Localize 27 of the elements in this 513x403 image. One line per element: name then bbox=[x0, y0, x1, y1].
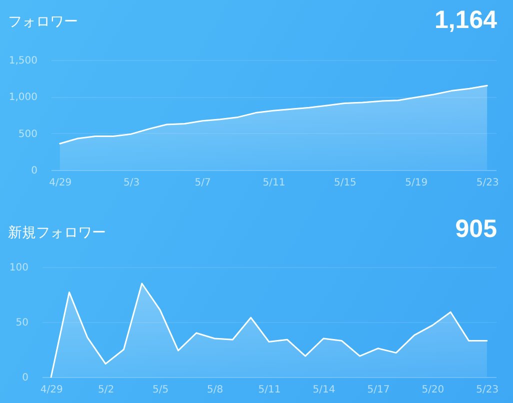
x-tick-label: 5/23 bbox=[476, 384, 499, 396]
text: 1,164 bbox=[434, 6, 497, 34]
y-tick-label: 500 bbox=[18, 128, 38, 140]
y-tick-label: 0 bbox=[22, 372, 28, 384]
x-tick-label: 5/7 bbox=[194, 178, 211, 188]
x-tick-label: 5/2 bbox=[98, 384, 114, 396]
x-tick-label: 5/3 bbox=[124, 178, 140, 188]
x-tick-label: 5/17 bbox=[367, 384, 390, 396]
y-tick-label: 50 bbox=[16, 318, 28, 328]
x-tick-label: 5/20 bbox=[422, 384, 444, 396]
x-tick-label: 5/14 bbox=[312, 384, 336, 396]
y-tick-label: 1,500 bbox=[8, 56, 38, 66]
x-tick-label: 4/29 bbox=[49, 178, 72, 188]
y-tick-label: 1,000 bbox=[8, 92, 38, 104]
x-tick-label: 5/5 bbox=[152, 384, 169, 396]
x-tick-label: 5/11 bbox=[258, 384, 281, 396]
x-tick-label: 5/23 bbox=[476, 178, 499, 188]
x-tick-label: 5/19 bbox=[405, 178, 428, 188]
chart-title: フォロワー bbox=[8, 14, 78, 30]
text: 905 bbox=[455, 215, 497, 243]
y-tick-label: 0 bbox=[31, 166, 38, 176]
x-tick-label: 5/15 bbox=[334, 178, 356, 188]
y-tick-label: 100 bbox=[9, 262, 28, 274]
x-tick-label: 5/8 bbox=[206, 384, 224, 396]
x-tick-label: 5/11 bbox=[262, 178, 286, 188]
x-tick-label: 4/29 bbox=[40, 384, 63, 396]
chart-title: 新規フォロワー bbox=[8, 225, 106, 241]
